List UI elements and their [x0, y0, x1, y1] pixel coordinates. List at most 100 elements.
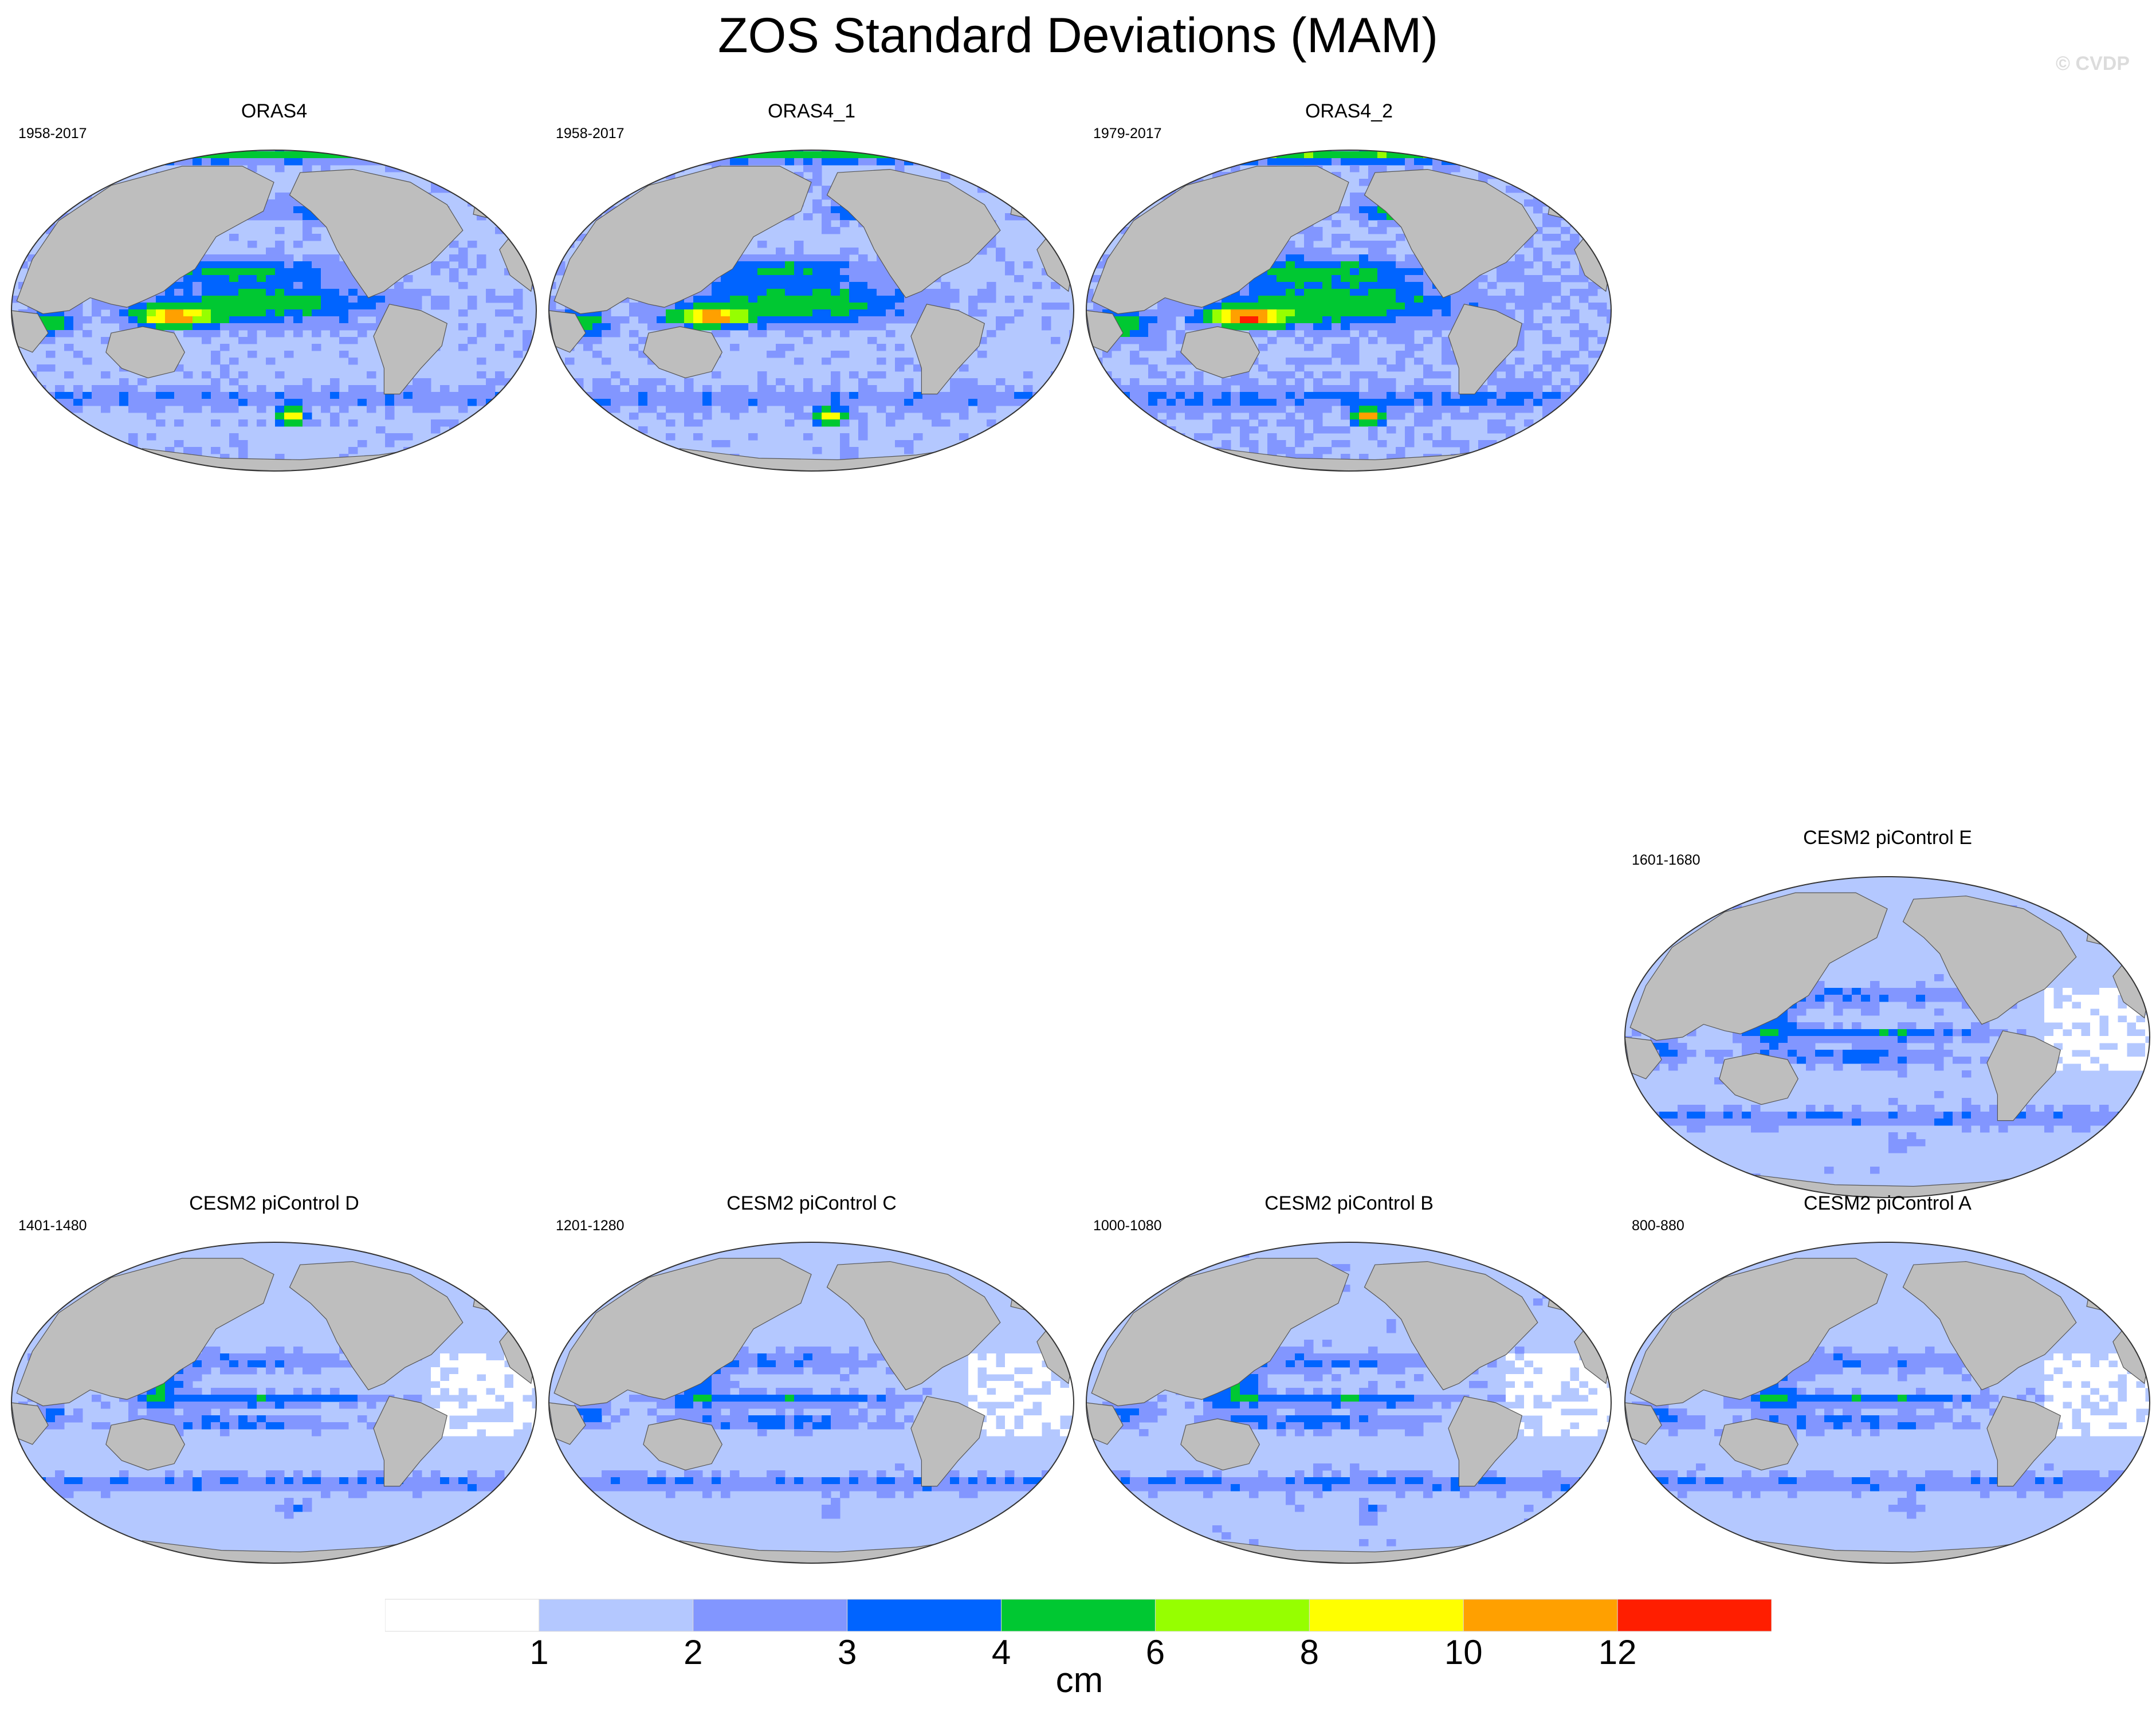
field-cell: [1368, 213, 1378, 221]
field-cell: [1451, 303, 1460, 310]
field-cell: [339, 1477, 349, 1485]
field-cell: [468, 268, 477, 276]
field-cell: [2044, 995, 2054, 1002]
field-cell: [1432, 296, 1442, 303]
field-cell: [248, 289, 257, 296]
field-cell: [1176, 337, 1185, 344]
field-cell: [1925, 1119, 1935, 1126]
field-cell: [1042, 316, 1051, 324]
field-cell: [119, 1470, 129, 1478]
field-cell: [1005, 1408, 1015, 1416]
field-cell: [1552, 282, 1561, 289]
field-cell: [1432, 399, 1442, 406]
field-cell: [1953, 995, 1962, 1002]
field-cell: [675, 303, 685, 310]
field-cell: [877, 296, 886, 303]
field-cell: [394, 282, 404, 289]
field-cell: [1032, 1374, 1042, 1382]
panel-years: 1958-2017: [556, 125, 625, 142]
field-cell: [941, 289, 951, 296]
field-cell: [73, 392, 83, 399]
field-cell: [440, 419, 450, 427]
field-cell: [1267, 303, 1277, 310]
field-cell: [1925, 1029, 1935, 1037]
field-cell: [803, 1402, 813, 1409]
field-cell: [1313, 248, 1323, 255]
field-cell: [922, 289, 932, 296]
field-cell: [266, 358, 276, 365]
field-cell: [1332, 296, 1341, 303]
field-cell: [1304, 248, 1314, 255]
field-cell: [913, 309, 923, 317]
field-cell: [886, 1388, 896, 1395]
field-cell: [128, 392, 138, 399]
field-cell: [101, 399, 111, 406]
field-cell: [1414, 268, 1424, 276]
field-cell: [1998, 1125, 2008, 1133]
land-north-america: [826, 168, 1001, 299]
field-cell: [55, 1470, 65, 1478]
field-cell: [46, 1415, 56, 1423]
field-cell: [1515, 261, 1525, 269]
field-cell: [1295, 261, 1305, 269]
field-cell: [1797, 1057, 1807, 1064]
field-cell: [229, 151, 239, 159]
field-cell: [831, 289, 841, 296]
panel-cesm2-b: CESM2 piControl B 1000-1080: [1084, 1191, 1614, 1569]
field-cell: [1341, 344, 1350, 351]
field-cell: [950, 296, 960, 303]
field-cell: [757, 323, 767, 331]
field-cell: [1870, 1119, 1880, 1126]
field-cell: [1258, 399, 1268, 406]
field-cell: [229, 1470, 239, 1478]
field-cell: [312, 344, 321, 351]
field-cell: [1870, 1008, 1880, 1016]
field-cell: [1953, 1057, 1962, 1064]
field-cell: [877, 323, 886, 331]
field-cell: [721, 330, 731, 337]
field-cell: [312, 158, 321, 166]
field-cell: [959, 378, 969, 386]
field-cell: [1451, 406, 1460, 413]
field-cell: [1888, 1029, 1898, 1037]
field-cell: [110, 392, 120, 399]
field-cell: [211, 419, 221, 427]
field-cell: [629, 392, 639, 399]
field-cell: [293, 316, 303, 324]
field-cell: [1387, 289, 1396, 296]
field-cell: [2072, 1008, 2082, 1016]
field-cell: [1934, 1029, 1944, 1037]
field-cell: [119, 1477, 129, 1485]
field-cell: [849, 1422, 859, 1430]
field-cell: [1751, 1119, 1761, 1126]
field-cell: [1833, 1008, 1843, 1016]
ocean-field: [1086, 150, 1611, 471]
field-cell: [266, 303, 276, 310]
field-cell: [110, 1477, 120, 1485]
field-cell: [840, 330, 850, 337]
field-cell: [495, 1429, 505, 1437]
field-cell: [1377, 289, 1387, 296]
field-cell: [339, 1402, 349, 1409]
field-cell: [812, 282, 822, 289]
field-cell: [1414, 323, 1424, 331]
field-cell: [840, 268, 850, 276]
field-cell: [620, 1470, 630, 1478]
field-cell: [739, 158, 749, 166]
field-cell: [495, 344, 505, 351]
field-cell: [1194, 309, 1204, 317]
field-cell: [2081, 1002, 2091, 1009]
field-cell: [1286, 316, 1295, 324]
field-cell: [1322, 447, 1332, 454]
panel-cesm2-c: CESM2 piControl C 1201-1280: [547, 1191, 1077, 1569]
field-cell: [1751, 1112, 1761, 1119]
field-cell: [73, 1477, 83, 1485]
field-cell: [284, 385, 294, 393]
field-cell: [1579, 289, 1589, 296]
field-cell: [339, 1422, 349, 1430]
field-cell: [693, 1470, 703, 1478]
field-cell: [822, 1415, 831, 1423]
field-cell: [977, 309, 987, 317]
field-cell: [165, 1381, 175, 1388]
field-cell: [1778, 1043, 1788, 1050]
